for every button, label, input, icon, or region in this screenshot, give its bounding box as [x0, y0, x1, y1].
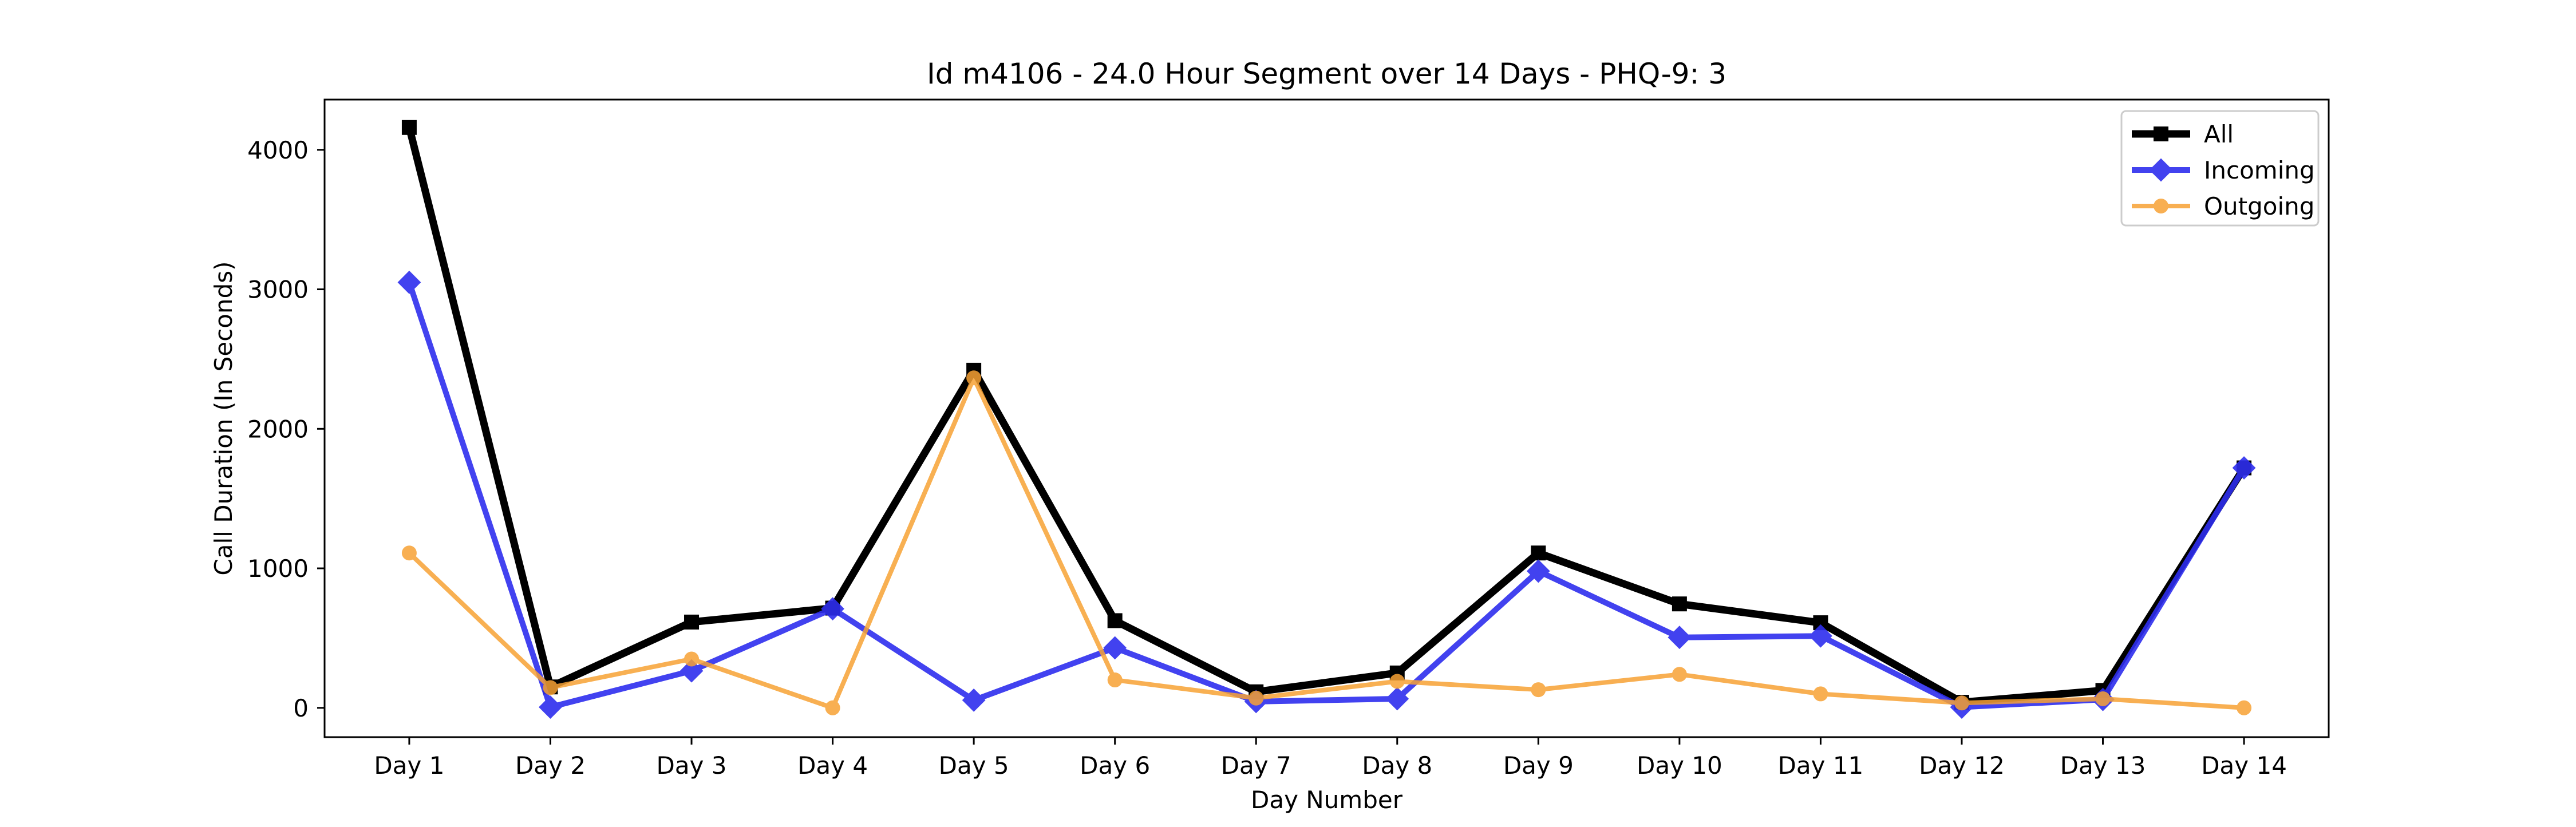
data-point [1672, 596, 1687, 612]
data-point [825, 700, 840, 715]
data-point [1107, 613, 1123, 628]
data-point [679, 659, 704, 683]
chart-title: Id m4106 - 24.0 Hour Segment over 14 Day… [927, 57, 1726, 90]
data-point [401, 545, 417, 561]
x-tick-label: Day 10 [1637, 751, 1722, 779]
x-tick-label: Day 14 [2201, 751, 2287, 779]
data-point [1103, 636, 1127, 660]
data-point [1672, 667, 1687, 682]
x-tick-label: Day 11 [1778, 751, 1864, 779]
data-point [966, 370, 982, 386]
data-point [1385, 687, 1409, 711]
data-point [539, 695, 562, 719]
legend: All Incoming Outgoing [2120, 110, 2320, 227]
y-tick-label: 2000 [247, 415, 309, 443]
legend-label: Outgoing [2204, 192, 2314, 220]
x-tick-label: Day 13 [2060, 751, 2146, 779]
data-point [2232, 456, 2256, 480]
legend-item [2132, 158, 2190, 182]
series-line [406, 279, 2247, 710]
data-point [1531, 545, 1546, 561]
x-tick-label: Day 5 [939, 751, 1009, 779]
data-point [1809, 624, 1832, 648]
data-point [684, 651, 700, 667]
legend-label: Incoming [2204, 156, 2315, 184]
data-point [1389, 674, 1405, 689]
data-point [962, 688, 986, 712]
ticks-layer: Day 1 Day 2 Day 3 Day 4 Day 5 Day 6 Day 7 Day 8… [247, 136, 2287, 779]
x-tick-label: Day 1 [374, 751, 444, 779]
x-tick-label: Day 2 [515, 751, 586, 779]
data-point [1531, 682, 1546, 698]
y-axis-label: Call Duration (In Seconds) [210, 261, 238, 575]
legend-marker [2154, 126, 2168, 141]
series-incoming [397, 270, 2256, 719]
y-tick-label: 4000 [247, 136, 309, 164]
plot-layer [323, 98, 2330, 738]
x-tick-label: Day 7 [1221, 751, 1291, 779]
data-point [684, 614, 700, 630]
data-point [821, 597, 844, 621]
data-point [1668, 626, 1692, 650]
x-axis-label: Day Number [1251, 786, 1403, 814]
data-point [543, 680, 558, 695]
x-tick-label: Day 12 [1919, 751, 2005, 779]
data-point [1526, 559, 1550, 583]
data-point [1107, 672, 1123, 688]
x-tick-label: Day 9 [1503, 751, 1574, 779]
data-point [1954, 695, 1969, 711]
legend-item [2132, 126, 2190, 141]
x-tick-label: Day 8 [1362, 751, 1432, 779]
legend-label: All [2204, 120, 2234, 148]
data-point [2237, 700, 2252, 715]
plot-frame [323, 98, 2330, 738]
x-tick-label: Day 4 [797, 751, 868, 779]
x-tick-label: Day 6 [1080, 751, 1150, 779]
legend-item [2132, 199, 2190, 213]
series-line [405, 124, 2248, 706]
data-point [397, 270, 421, 294]
series-outgoing [401, 370, 2252, 715]
y-tick-label: 3000 [247, 276, 309, 304]
legend-marker [2154, 199, 2168, 213]
data-point [401, 120, 417, 135]
data-point [2095, 691, 2111, 706]
legend-marker [2149, 158, 2173, 182]
data-point [1249, 690, 1264, 706]
series-line [406, 375, 2247, 710]
y-tick-label: 1000 [247, 555, 309, 583]
data-point [1813, 686, 1828, 702]
y-tick-label: 0 [293, 694, 309, 722]
legend-box [2120, 110, 2320, 227]
x-tick-label: Day 3 [657, 751, 727, 779]
